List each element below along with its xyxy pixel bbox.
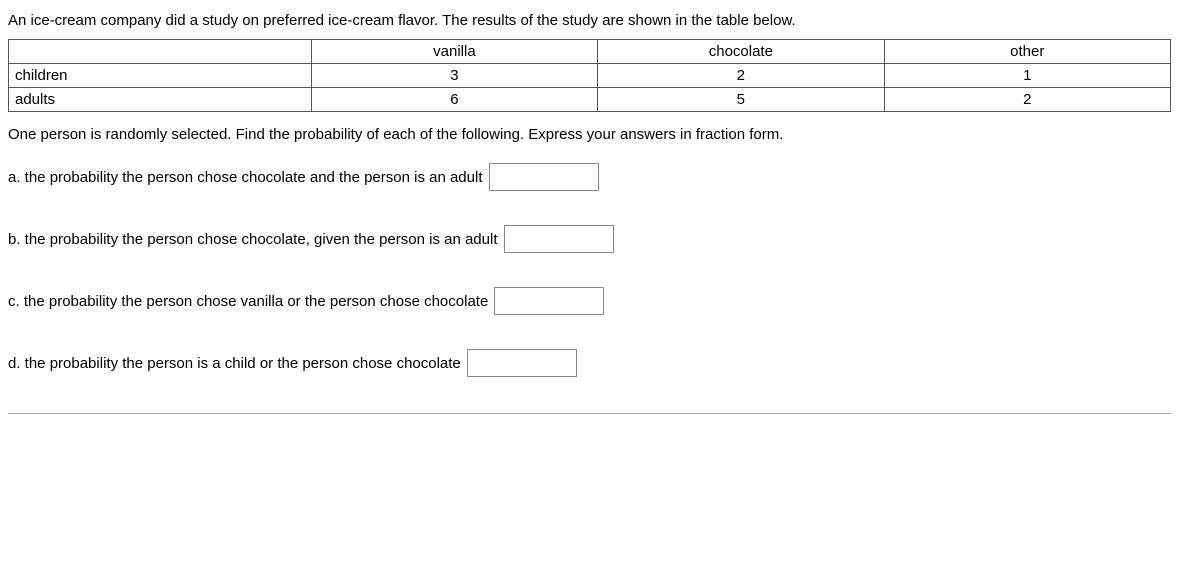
- table-row: children 3 2 1: [9, 64, 1171, 88]
- cell-adults-chocolate: 5: [598, 88, 884, 112]
- question-c-label: c. the probability the person chose vani…: [8, 293, 488, 310]
- question-b: b. the probability the person chose choc…: [8, 225, 1171, 253]
- cell-children-chocolate: 2: [598, 64, 884, 88]
- data-table: vanilla chocolate other children 3 2 1 a…: [8, 39, 1171, 112]
- answer-a-input[interactable]: [489, 163, 599, 191]
- cell-children-vanilla: 3: [311, 64, 597, 88]
- header-vanilla: vanilla: [311, 40, 597, 64]
- table-header-row: vanilla chocolate other: [9, 40, 1171, 64]
- answer-c-input[interactable]: [494, 287, 604, 315]
- cell-adults-other: 2: [884, 88, 1170, 112]
- divider: [8, 413, 1171, 414]
- table-row: adults 6 5 2: [9, 88, 1171, 112]
- question-c: c. the probability the person chose vani…: [8, 287, 1171, 315]
- header-other: other: [884, 40, 1170, 64]
- answer-b-input[interactable]: [504, 225, 614, 253]
- question-a-label: a. the probability the person chose choc…: [8, 169, 483, 186]
- header-chocolate: chocolate: [598, 40, 884, 64]
- intro-text: An ice-cream company did a study on pref…: [8, 12, 1171, 29]
- question-d: d. the probability the person is a child…: [8, 349, 1171, 377]
- cell-adults-vanilla: 6: [311, 88, 597, 112]
- cell-children-other: 1: [884, 64, 1170, 88]
- answer-d-input[interactable]: [467, 349, 577, 377]
- instruction-text: One person is randomly selected. Find th…: [8, 126, 1171, 143]
- question-b-label: b. the probability the person chose choc…: [8, 231, 498, 248]
- row-label-children: children: [9, 64, 312, 88]
- question-d-label: d. the probability the person is a child…: [8, 355, 461, 372]
- header-blank: [9, 40, 312, 64]
- row-label-adults: adults: [9, 88, 312, 112]
- question-a: a. the probability the person chose choc…: [8, 163, 1171, 191]
